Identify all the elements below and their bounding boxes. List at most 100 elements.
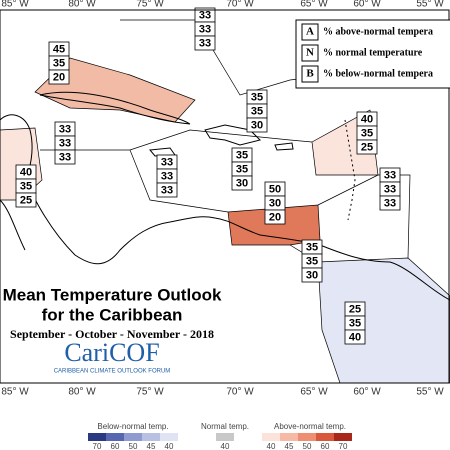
probability-value: 33: [384, 183, 396, 195]
scale-swatch: [334, 433, 352, 441]
probability-value: 35: [236, 149, 248, 161]
longitude-label: 80° W: [68, 387, 96, 398]
scale-label: Below-normal temp.: [97, 422, 168, 431]
scale-swatch: [280, 433, 298, 441]
lesser-antilles: [344, 119, 356, 221]
longitude-label: 70° W: [226, 387, 254, 398]
longitude-label: 80° W: [68, 0, 96, 10]
longitude-label: 75° W: [136, 0, 164, 10]
scale-swatch: [216, 433, 234, 441]
longitude-label: 85° W: [1, 0, 29, 10]
title-block: Mean Temperature Outlook for the Caribbe…: [3, 285, 222, 374]
scale-swatch: [106, 433, 124, 441]
logo-name: CariCOF: [64, 338, 159, 367]
probability-value: 33: [59, 123, 71, 135]
probability-cell: [264, 209, 286, 225]
map-frame: [0, 9, 450, 384]
probability-value: 35: [306, 255, 318, 267]
probability-value: 40: [361, 113, 373, 125]
legend-box: [295, 19, 450, 89]
probability-value: 33: [384, 197, 396, 209]
probability-value: 35: [361, 127, 373, 139]
scale-tick: 45: [147, 442, 156, 450]
probability-cell: [379, 195, 401, 211]
scale-tick: 40: [165, 442, 174, 450]
scale-tick: 50: [129, 442, 138, 450]
longitude-label: 65° W: [300, 0, 328, 10]
probability-value: 45: [53, 43, 65, 55]
legend-text: % below-normal tempera: [323, 68, 433, 79]
probability-value: 35: [306, 241, 318, 253]
zone-border: [40, 129, 313, 151]
scale-tick: 40: [221, 442, 230, 450]
zone-border: [317, 174, 379, 206]
probability-value: 25: [361, 141, 373, 153]
scale-swatch: [124, 433, 142, 441]
probability-value: 25: [349, 303, 361, 315]
scale-swatch: [316, 433, 334, 441]
probability-value: 33: [59, 137, 71, 149]
scale-swatch: [88, 433, 106, 441]
probability-cell: [356, 139, 378, 155]
probability-value: 33: [161, 156, 173, 168]
longitude-label: 60° W: [353, 0, 381, 10]
probability-value: 33: [161, 184, 173, 196]
hispaniola: [204, 124, 261, 146]
longitude-label: 55° W: [416, 387, 444, 398]
scale-tick: 50: [303, 442, 312, 450]
probability-cell: [194, 35, 216, 51]
probability-value: 35: [236, 163, 248, 175]
probability-value: 50: [269, 183, 281, 195]
probability-cell: [48, 69, 70, 85]
longitude-label: 85° W: [1, 387, 29, 398]
scale-label: Normal temp.: [201, 422, 249, 431]
probability-value: 33: [199, 9, 211, 21]
legend-key-box: [301, 65, 319, 83]
probability-value: 20: [53, 71, 65, 83]
probability-value: 33: [59, 151, 71, 163]
scale-tick: 40: [267, 442, 276, 450]
longitude-label: 55° W: [416, 0, 444, 10]
legend-text: % above-normal tempera: [323, 26, 433, 37]
scale-swatch: [160, 433, 178, 441]
probability-cell: [54, 149, 76, 165]
mexico-coast: [0, 199, 26, 251]
scale-tick: 60: [111, 442, 120, 450]
legend-key-box: [301, 23, 319, 41]
probability-value: 30: [306, 269, 318, 281]
scale-swatch: [298, 433, 316, 441]
probability-value: 33: [199, 37, 211, 49]
legend: A % above-normal tempera N % normal tempera…: [295, 19, 450, 89]
legend-text: % normal temperature: [323, 47, 423, 58]
scale-tick: 70: [339, 442, 348, 450]
probability-cell: [344, 329, 366, 345]
zone-border: [129, 149, 229, 213]
scale-swatch: [262, 433, 280, 441]
probability-value: 30: [251, 119, 263, 131]
legend-key-box: [301, 44, 319, 62]
probability-cell: [15, 192, 37, 208]
logo-subtitle: CARIBBEAN CLIMATE OUTLOOK FORUM: [54, 369, 171, 375]
probability-value: 25: [20, 194, 32, 206]
probability-value: 35: [349, 317, 361, 329]
scale-tick: 45: [285, 442, 294, 450]
longitude-label: 70° W: [226, 0, 254, 10]
probability-value: 35: [53, 57, 65, 69]
color-scale: Below-normal temp. 70 60 50 45 40 Normal temp.…: [88, 422, 352, 450]
season: September - October - November - 2018: [10, 327, 214, 341]
probability-value: 30: [236, 177, 248, 189]
probability-value: 35: [20, 180, 32, 192]
probability-value: 40: [349, 331, 361, 343]
longitude-label: 65° W: [300, 387, 328, 398]
longitude-labels: 85° W 85° W 80° W 80° W 75° W 75° W 70° W 70° W…: [1, 0, 444, 398]
cuba: [39, 91, 191, 125]
probability-cell: [156, 182, 178, 198]
scale-swatch: [142, 433, 160, 441]
legend-key: A: [306, 26, 314, 38]
zones: [0, 19, 450, 384]
scale-label: Above-normal temp.: [274, 422, 346, 431]
legend-key: N: [306, 47, 314, 59]
title-line2: for the Caribbean: [42, 305, 183, 324]
probability-value: 33: [384, 169, 396, 181]
